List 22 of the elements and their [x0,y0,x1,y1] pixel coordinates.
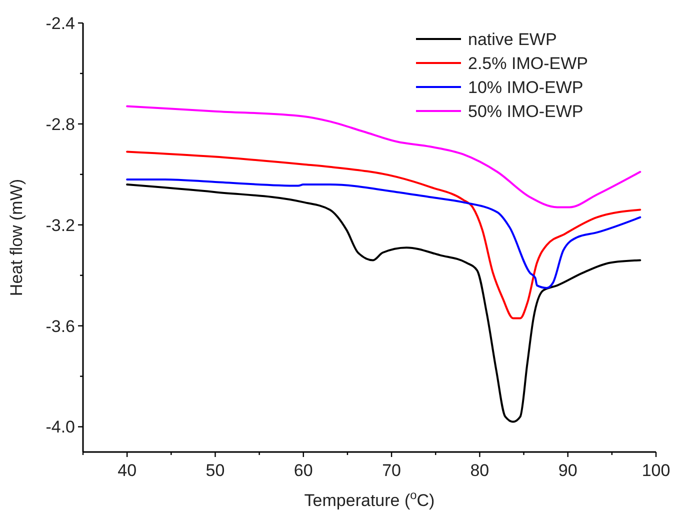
x-tick-label: 50 [206,461,225,480]
y-tick-label: -2.8 [46,114,75,134]
legend-label: 2.5% IMO-EWP [468,54,588,73]
legend-label: 10% IMO-EWP [468,78,584,97]
line-series [126,150,642,320]
line-series [126,105,642,208]
line-series [126,184,642,423]
y-tick-label: -2.4 [46,14,75,33]
x-tick-label: 100 [642,461,670,480]
legend-label: native EWP [468,30,557,49]
x-tick-label: 70 [382,461,401,480]
y-tick-label: -4.0 [46,418,75,437]
x-axis-title: Temperature ($^{o}$C) [304,488,435,510]
x-tick-label: 90 [558,461,578,480]
legend-label: 50% IMO-EWP [468,102,584,121]
x-tick-label: 80 [470,461,490,480]
x-tick-label: 60 [294,461,313,480]
line-series [126,178,642,289]
y-axis-title: Heat flow (mW) [7,178,26,296]
y-tick-label: -3.6 [46,316,75,336]
y-tick-label: -3.2 [46,216,75,235]
x-tick-label: 40 [118,461,137,480]
